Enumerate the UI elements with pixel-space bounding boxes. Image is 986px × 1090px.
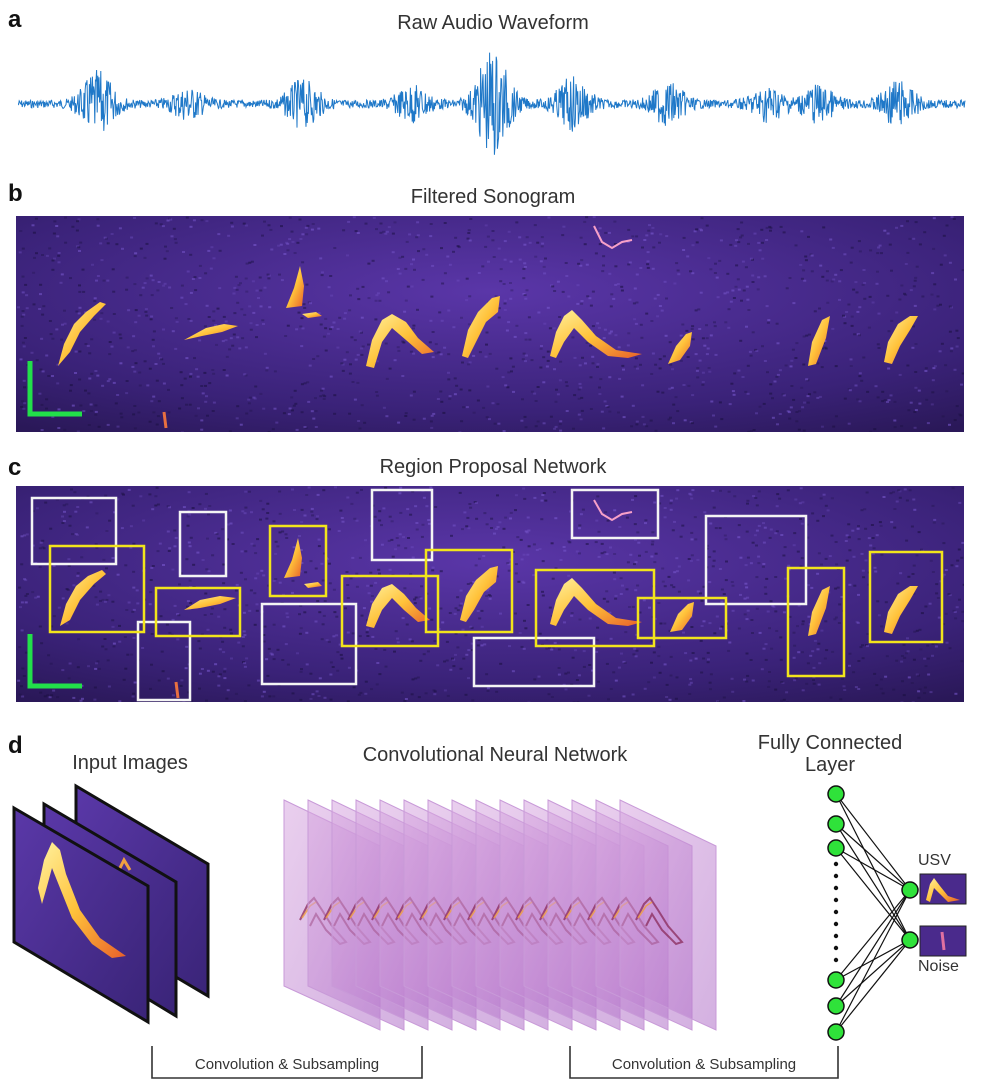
cnn-feature-map [619, 799, 717, 1031]
fc-node [901, 881, 919, 899]
fc-node [827, 839, 845, 857]
region-proposal-sonogram [16, 486, 964, 702]
bracket-right-label: Convolution & Subsampling [611, 1056, 797, 1073]
proposal-box-white [370, 488, 434, 562]
detection-box-yellow [534, 568, 656, 648]
detection-box-yellow [154, 586, 242, 638]
fc-node [827, 815, 845, 833]
detection-box-yellow [424, 548, 514, 634]
proposal-box-white [136, 620, 192, 702]
proposal-box-white [178, 510, 228, 578]
proposal-box-white [472, 636, 596, 688]
detection-box-yellow [636, 596, 728, 640]
panel-b-title: Filtered Sonogram [410, 186, 576, 208]
proposal-box-white [704, 514, 808, 606]
cnn-layers [283, 799, 717, 1031]
fc-node [827, 971, 845, 989]
detection-box-yellow [340, 574, 440, 648]
scale-bar-c [27, 634, 82, 689]
proposal-box-white [260, 602, 358, 686]
cnn-title: Convolutional Neural Network [362, 744, 628, 766]
panel-b-label: b [8, 180, 23, 207]
panel-c-title: Region Proposal Network [379, 456, 607, 478]
panel-a-title: Raw Audio Waveform [397, 12, 589, 34]
proposal-box-white [30, 496, 118, 566]
detection-box-yellow [268, 524, 328, 598]
proposal-box-white [570, 488, 660, 540]
detection-box-yellow [48, 544, 146, 634]
raw-waveform [18, 52, 966, 155]
filtered-sonogram [16, 216, 964, 432]
panel-c-label: c [8, 454, 22, 481]
fully-connected-layer [827, 785, 967, 1041]
scale-bar-b [27, 361, 82, 417]
input-image-stack [12, 783, 210, 1025]
bracket-left-label: Convolution & Subsampling [194, 1056, 380, 1073]
bracket-right [569, 1046, 839, 1079]
fc-title-line2: Layer [804, 754, 856, 776]
panel-a-label: a [8, 6, 22, 33]
noise-output-label: Noise [918, 958, 959, 975]
fc-node [901, 931, 919, 949]
detection-box-yellow [786, 566, 846, 678]
usv-output-label: USV [918, 852, 951, 869]
fc-title-line1: Fully Connected [757, 732, 903, 754]
fc-node [827, 997, 845, 1015]
panel-d-label: d [8, 732, 23, 759]
fc-node [827, 785, 845, 803]
detection-box-yellow [868, 550, 944, 644]
fc-node [827, 1023, 845, 1041]
input-images-title: Input Images [72, 752, 188, 774]
bracket-left [151, 1046, 423, 1079]
